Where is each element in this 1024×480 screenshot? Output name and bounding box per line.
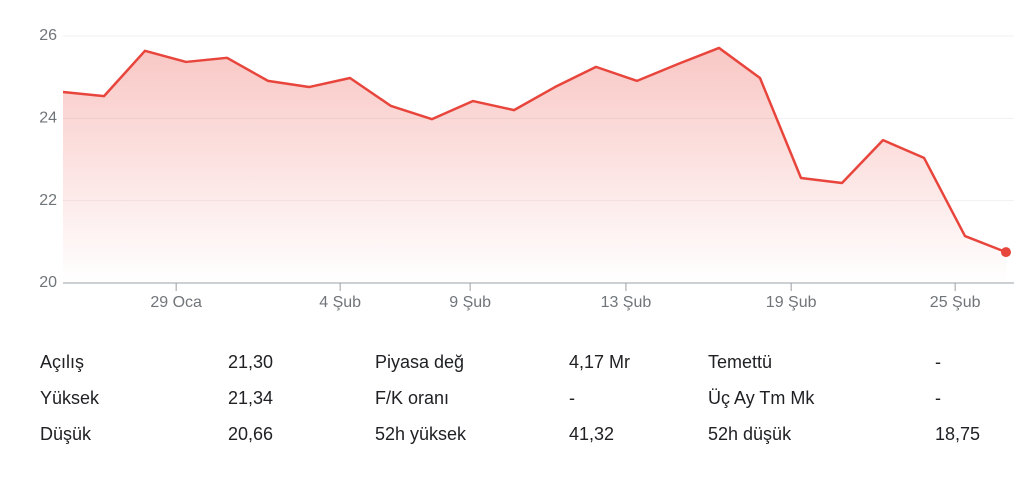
stat-label: Düşük	[40, 424, 92, 444]
stat-label: Yüksek	[40, 388, 100, 408]
price-line	[62, 46, 1007, 254]
stat-label: 52h düşük	[708, 424, 792, 444]
stat-value: 21,34	[228, 388, 273, 408]
x-tick-label: 25 Şub	[930, 294, 981, 311]
stat-value: -	[935, 352, 941, 372]
stat-value: -	[935, 388, 941, 408]
x-tick-label: 4 Şub	[319, 294, 361, 311]
y-tick-label: 22	[39, 192, 57, 209]
stat-label: Açılış	[40, 352, 84, 372]
y-tick-label: 20	[39, 274, 57, 291]
last-point	[1001, 247, 1011, 258]
x-tick-label: 13 Şub	[601, 294, 652, 311]
stat-value: 21,30	[228, 352, 273, 372]
stat-value: 41,32	[569, 424, 614, 444]
y-tick-label: 26	[39, 27, 57, 44]
stat-label: Temettü	[708, 352, 772, 372]
x-tick-label: 9 Şub	[449, 294, 491, 311]
y-tick-label: 24	[39, 110, 57, 127]
stat-label: F/K oranı	[375, 388, 449, 408]
stat-label: 52h yüksek	[375, 424, 467, 444]
stat-value: 18,75	[935, 424, 980, 444]
stat-label: Üç Ay Tm Mk	[708, 388, 815, 408]
stat-label: Piyasa değ	[375, 352, 464, 372]
stat-value: 20,66	[228, 424, 273, 444]
x-tick-label: 19 Şub	[766, 294, 817, 311]
area	[63, 47, 1006, 284]
stat-value: -	[569, 388, 575, 408]
x-tick-label: 29 Oca	[150, 294, 202, 311]
stat-value: 4,17 Mr	[569, 352, 630, 372]
